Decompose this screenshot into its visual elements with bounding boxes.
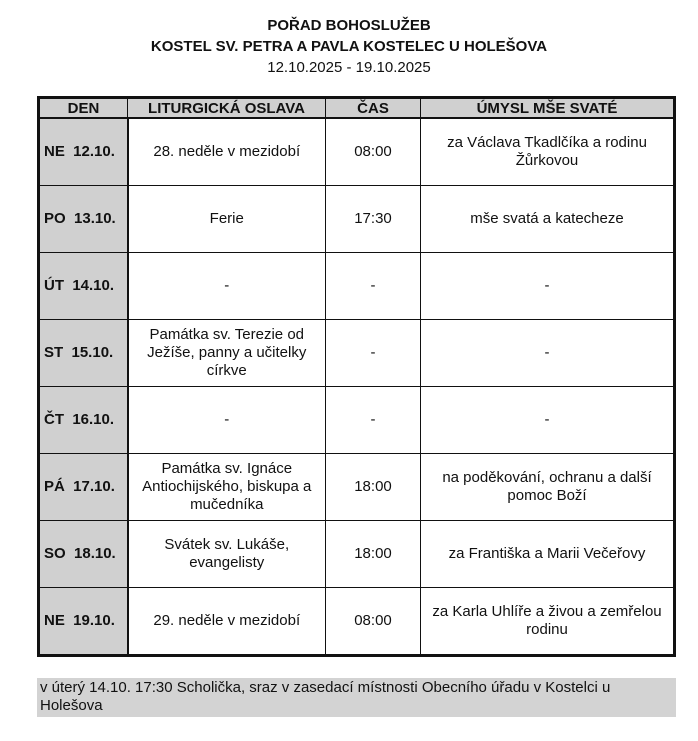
table-row: SO 18.10. Svátek sv. Lukáše, evangelisty 1… <box>38 520 675 588</box>
day-cell: ST 15.10. <box>38 319 129 387</box>
celebration-cell: - <box>127 252 326 320</box>
day-cell: PO 13.10. <box>38 185 129 253</box>
table-row: NE 19.10. 29. neděle v mezidobí 08:00 za Ka… <box>38 587 675 656</box>
celebration-cell: 29. neděle v mezidobí <box>127 587 326 656</box>
table-row: NE 12.10. 28. neděle v mezidobí 08:00 za Vá… <box>38 117 675 186</box>
time-cell: - <box>325 386 421 454</box>
page-title: POŘAD BOHOSLUŽEB <box>267 17 431 34</box>
day-cell: ČT 16.10. <box>38 386 129 454</box>
col-intention: ÚMYSL MŠE SVATÉ <box>420 97 675 119</box>
time-cell: 18:00 <box>325 453 421 521</box>
table-header: DEN LITURGICKÁ OSLAVA ČAS ÚMYSL MŠE SVAT… <box>38 97 675 119</box>
col-day: DEN <box>38 97 128 119</box>
table-row: PO 13.10. Ferie 17:30 mše svatá a katecheze <box>38 185 675 253</box>
celebration-cell: Památka sv. Terezie od Ježíše, panny a u… <box>127 319 326 387</box>
intention-cell: za Václava Tkadlčíka a rodinu Žůrkovou <box>420 117 675 186</box>
intention-cell: - <box>420 319 675 387</box>
time-cell: 18:00 <box>325 520 421 588</box>
celebration-cell: Svátek sv. Lukáše, evangelisty <box>127 520 326 588</box>
table-row: ÚT 14.10. - - - <box>38 252 675 320</box>
intention-cell: - <box>420 252 675 320</box>
col-time: ČAS <box>325 97 421 119</box>
celebration-cell: Ferie <box>127 185 326 253</box>
day-cell: NE 19.10. <box>38 587 129 656</box>
table-row: ST 15.10. Památka sv. Terezie od Ježíše, … <box>38 319 675 387</box>
day-cell: NE 12.10. <box>38 117 129 186</box>
table-row: PÁ 17.10. Památka sv. Ignáce Antiochijské… <box>38 453 675 521</box>
day-cell: PÁ 17.10. <box>38 453 129 521</box>
celebration-cell: - <box>127 386 326 454</box>
celebration-cell: Památka sv. Ignáce Antiochijského, bisku… <box>127 453 326 521</box>
date-range: 12.10.2025 - 19.10.2025 <box>267 59 431 76</box>
col-celebration: LITURGICKÁ OSLAVA <box>127 97 326 119</box>
time-cell: 08:00 <box>325 117 421 186</box>
announcement-note: v úterý 14.10. 17:30 Scholička, sraz v z… <box>37 678 676 717</box>
intention-cell: - <box>420 386 675 454</box>
intention-cell: za Karla Uhlíře a živou a zemřelou rodin… <box>420 587 675 656</box>
time-cell: 17:30 <box>325 185 421 253</box>
intention-cell: na poděkování, ochranu a další pomoc Bož… <box>420 453 675 521</box>
time-cell: - <box>325 252 421 320</box>
church-name: KOSTEL SV. PETRA A PAVLA KOSTELEC U HOLE… <box>150 38 548 55</box>
intention-cell: za Františka a Marii Večeřovy <box>420 520 675 588</box>
celebration-cell: 28. neděle v mezidobí <box>127 117 326 186</box>
time-cell: - <box>325 319 421 387</box>
intention-cell: mše svatá a katecheze <box>420 185 675 253</box>
time-cell: 08:00 <box>325 587 421 656</box>
table-row: ČT 16.10. - - - <box>38 386 675 454</box>
day-cell: ÚT 14.10. <box>38 252 129 320</box>
day-cell: SO 18.10. <box>38 520 129 588</box>
schedule-table: DEN LITURGICKÁ OSLAVA ČAS ÚMYSL MŠE SVAT… <box>37 96 676 657</box>
